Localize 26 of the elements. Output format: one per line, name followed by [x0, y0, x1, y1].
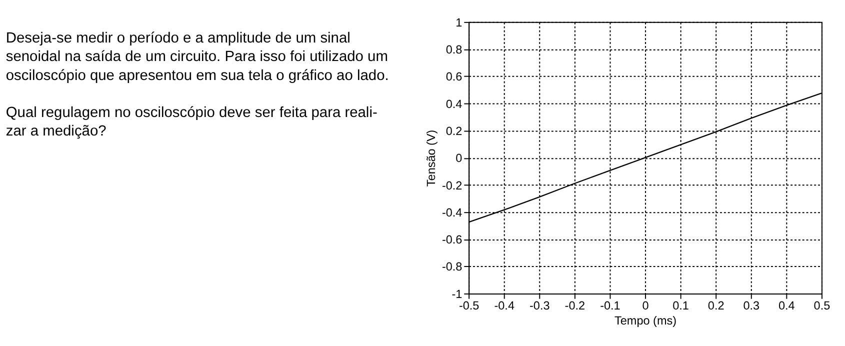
y-tick-label: -0.8 [442, 260, 463, 274]
x-tick-label: 0.3 [743, 300, 760, 313]
text: Deseja-se medir o período e a amplitude de um sinal senoidal na saída de um circuito. Para isso foi utilizado um osciloscópio que apresentou em sua tela o gráfico ao lado. [6, 30, 389, 84]
y-tick-label: -0.6 [442, 234, 463, 247]
y-tick-label: 1 [456, 16, 462, 30]
y-tick-label: -0.2 [442, 179, 462, 192]
x-tick-label: -0.2 [564, 300, 586, 313]
x-tick-label: 0.2 [708, 300, 724, 313]
text: Qual regulagem no osciloscópio deve ser feita para reali- zar a medição? [6, 105, 378, 140]
y-tick-label: 0.8 [446, 43, 463, 56]
x-tick-label: 0 [642, 300, 650, 313]
y-tick-label: -1 [452, 288, 462, 301]
x-tick-label: 0.4 [778, 300, 796, 313]
y-tick-label: 0.2 [446, 124, 462, 138]
y-tick-label: -0.4 [442, 206, 463, 220]
x-tick-label: -0.1 [600, 300, 620, 313]
y-tick-label: 0 [456, 152, 463, 166]
x-tick-label: -0.3 [530, 300, 550, 313]
x-tick-label: -0.4 [494, 300, 515, 313]
y-tick-label: 0.4 [446, 98, 463, 111]
x-tick-label: 0.5 [814, 300, 831, 313]
y-tick-label: 0.6 [446, 70, 463, 84]
y-axis-title: Tensão (V) [425, 130, 438, 187]
x-tick-label: -0.5 [458, 300, 480, 313]
x-tick-label: 0.1 [672, 300, 689, 313]
x-axis-title: Tempo (ms) [614, 314, 677, 328]
